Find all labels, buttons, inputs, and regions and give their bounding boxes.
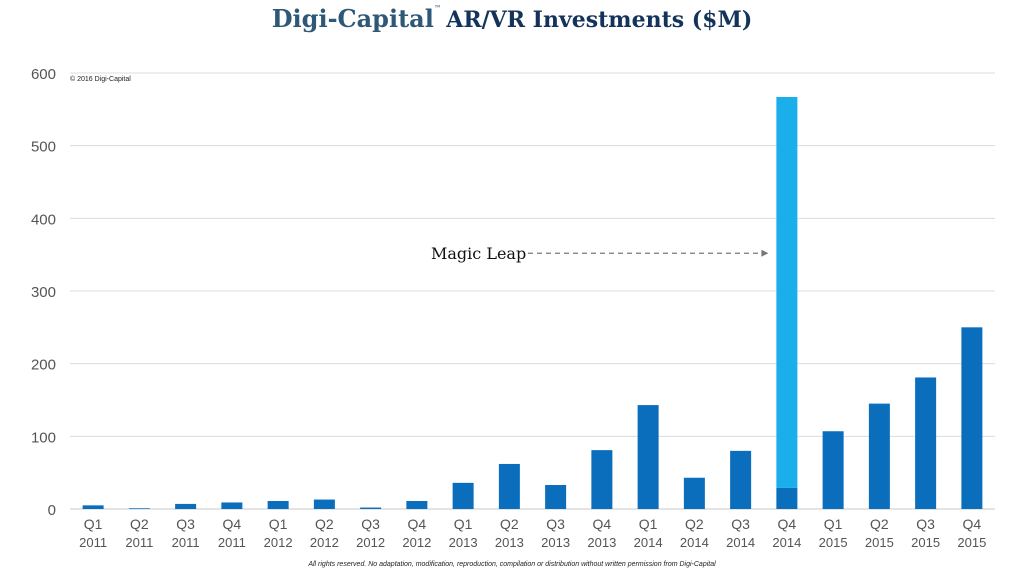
x-tick-quarter: Q4 xyxy=(593,516,612,532)
x-tick-year: 2015 xyxy=(911,535,940,550)
bar-q4-2011 xyxy=(221,502,243,509)
y-tick-label: 100 xyxy=(31,429,56,446)
bar-q1-2015 xyxy=(822,431,844,509)
x-tick-quarter: Q4 xyxy=(223,516,242,532)
x-tick-year: 2013 xyxy=(449,535,478,550)
bar-q1-2014 xyxy=(637,405,659,509)
x-tick-quarter: Q1 xyxy=(454,516,473,532)
x-tick-year: 2011 xyxy=(172,535,200,550)
x-tick-year: 2012 xyxy=(264,535,293,550)
bar-magic-leap-segment xyxy=(776,96,798,488)
x-tick-year: 2013 xyxy=(587,535,616,550)
x-tick-year: 2012 xyxy=(356,535,385,550)
x-tick-year: 2014 xyxy=(680,535,709,550)
bar-q4-2015 xyxy=(961,327,983,509)
y-tick-label: 0 xyxy=(48,502,56,519)
y-tick-label: 300 xyxy=(31,284,56,301)
bar-q4-2014 xyxy=(776,487,798,509)
x-tick-year: 2015 xyxy=(865,535,894,550)
bar-q2-2015 xyxy=(868,403,890,509)
x-tick-year: 2014 xyxy=(634,535,663,550)
x-tick-quarter: Q4 xyxy=(963,516,982,532)
y-tick-label: 500 xyxy=(31,139,56,156)
x-tick-year: 2013 xyxy=(541,535,570,550)
chart-title: Digi-Capital™ AR/VR Investments ($M) xyxy=(0,4,1024,33)
annotation-arrowhead-icon xyxy=(761,249,769,257)
x-tick-quarter: Q2 xyxy=(870,516,889,532)
bar-q2-2012 xyxy=(313,499,335,509)
x-tick-quarter: Q2 xyxy=(685,516,704,532)
y-tick-label: 400 xyxy=(31,211,56,228)
trademark: ™ xyxy=(433,4,442,13)
bar-q1-2011 xyxy=(82,505,104,509)
x-tick-quarter: Q3 xyxy=(916,516,935,532)
bar-q2-2014 xyxy=(683,477,705,509)
y-axis: 0 100 200 300 400 500 600 xyxy=(31,66,56,519)
bars xyxy=(82,96,983,509)
annotation-magic-leap: Magic Leap xyxy=(431,244,526,263)
brand-name: Digi-Capital xyxy=(271,4,434,33)
bar-q2-2011 xyxy=(128,508,150,509)
footer-note: All rights reserved. No adaptation, modi… xyxy=(308,561,716,568)
x-axis: Q1 2011 Q2 2011 Q3 2011 Q4 2011 Q1 2012 Q2 2012 Q3 20… xyxy=(79,516,986,550)
x-tick-year: 2015 xyxy=(957,535,986,550)
x-tick-quarter: Q3 xyxy=(731,516,750,532)
bar-q4-2013 xyxy=(591,450,613,509)
x-tick-year: 2015 xyxy=(819,535,848,550)
x-tick-year: 2013 xyxy=(495,535,524,550)
y-tick-label: 200 xyxy=(31,357,56,374)
x-tick-quarter: Q3 xyxy=(176,516,195,532)
x-tick-quarter: Q2 xyxy=(315,516,334,532)
x-tick-quarter: Q2 xyxy=(500,516,519,532)
annotations: Magic Leap xyxy=(431,244,769,263)
x-tick-year: 2011 xyxy=(125,535,153,550)
gridlines xyxy=(70,72,995,510)
x-tick-quarter: Q4 xyxy=(778,516,797,532)
bar-q3-2012 xyxy=(360,507,382,509)
bar-q3-2014 xyxy=(730,450,752,509)
x-tick-year: 2011 xyxy=(79,535,107,550)
x-tick-quarter: Q4 xyxy=(408,516,427,532)
chart-title-text: AR/VR Investments ($M) xyxy=(446,7,753,33)
x-tick-quarter: Q3 xyxy=(361,516,380,532)
x-tick-quarter: Q3 xyxy=(546,516,565,532)
bar-q3-2013 xyxy=(545,485,567,509)
x-tick-quarter: Q1 xyxy=(824,516,843,532)
bar-q2-2013 xyxy=(498,463,520,509)
bar-q1-2013 xyxy=(452,482,474,509)
x-tick-year: 2011 xyxy=(218,535,246,550)
bar-q1-2012 xyxy=(267,501,289,509)
bar-q3-2015 xyxy=(915,377,937,509)
x-tick-quarter: Q2 xyxy=(130,516,149,532)
bar-q4-2012 xyxy=(406,501,428,509)
x-tick-year: 2014 xyxy=(726,535,755,550)
x-tick-quarter: Q1 xyxy=(639,516,658,532)
bar-q3-2011 xyxy=(175,503,197,509)
y-tick-label: 600 xyxy=(31,66,56,83)
x-tick-year: 2012 xyxy=(310,535,339,550)
x-tick-quarter: Q1 xyxy=(269,516,288,532)
x-tick-quarter: Q1 xyxy=(84,516,103,532)
x-tick-year: 2014 xyxy=(772,535,801,550)
x-tick-year: 2012 xyxy=(402,535,431,550)
copyright-text: © 2016 Digi-Capital xyxy=(70,75,131,83)
